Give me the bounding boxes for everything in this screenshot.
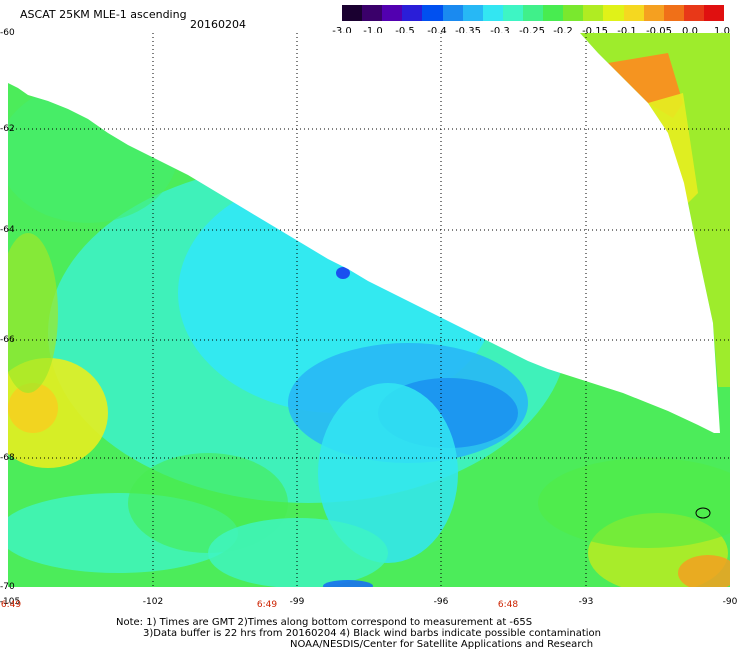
colorbar-swatch <box>643 5 664 21</box>
colorbar-tick-label: -0.25 <box>519 26 545 37</box>
x-tick-label: -90 <box>722 597 738 607</box>
ne-swath-yellow <box>648 93 698 203</box>
colorbar-swatch <box>703 5 725 21</box>
plot-title: ASCAT 25KM MLE-1 ascending <box>20 8 187 21</box>
colorbar-swatch <box>422 5 443 21</box>
y-tick-label: -64 <box>0 225 15 235</box>
colorbar-swatch <box>482 5 503 21</box>
data-patch <box>336 267 350 279</box>
y-tick-label: -60 <box>0 28 15 38</box>
colorbar-tick-label: -3.0 <box>332 26 352 37</box>
data-patch <box>8 233 58 393</box>
colorbar-swatch <box>543 5 564 21</box>
colorbar-swatch <box>583 5 604 21</box>
colorbar-tick-label: 0.0 <box>682 26 698 37</box>
colorbar-swatch <box>342 5 363 21</box>
x-tick-label: -102 <box>142 597 164 607</box>
colorbar-swatch <box>362 5 383 21</box>
colorbar-swatch <box>683 5 704 21</box>
colorbar-swatch <box>402 5 423 21</box>
data-patch <box>678 555 730 587</box>
note-line-2: 3)Data buffer is 22 hrs from 20160204 4)… <box>143 628 601 639</box>
colorbar-tick-label: -0.15 <box>582 26 608 37</box>
data-patch <box>318 383 458 563</box>
colorbar-tick-label: 1.0 <box>714 26 730 37</box>
colorbar-tick-label: -0.3 <box>490 26 510 37</box>
colorbar-swatch <box>502 5 523 21</box>
colorbar-tick-label: -0.1 <box>617 26 637 37</box>
x-tick-label: -99 <box>289 597 305 607</box>
colorbar-swatch <box>442 5 463 21</box>
note-line-3: NOAA/NESDIS/Center for Satellite Applica… <box>290 639 594 650</box>
time-label: 6:49 <box>256 600 278 610</box>
y-tick-label: -62 <box>0 124 15 134</box>
x-tick-label: -96 <box>433 597 449 607</box>
no-data-region <box>8 33 720 433</box>
colorbar-swatch <box>382 5 403 21</box>
colorbar-tick-label: -0.2 <box>553 26 573 37</box>
note-line-1: Note: 1) Times are GMT 2)Times along bot… <box>116 617 533 628</box>
y-tick-label: -70 <box>0 582 15 592</box>
colorbar-swatch <box>563 5 584 21</box>
colorbar-tick-label: -0.05 <box>646 26 672 37</box>
colorbar-tick-label: -0.35 <box>455 26 481 37</box>
time-label: 6:48 <box>497 600 519 610</box>
x-tick-label: -93 <box>578 597 594 607</box>
colorbar-swatch <box>522 5 544 21</box>
colorbar-swatch <box>663 5 684 21</box>
data-patch <box>208 518 388 587</box>
x-tick-label: -105 <box>0 597 21 607</box>
colorbar-tick-label: -0.4 <box>427 26 447 37</box>
y-tick-label: -66 <box>0 335 15 345</box>
colorbar-swatch <box>462 5 483 21</box>
ne-swath <box>580 33 730 387</box>
colorbar-swatch <box>603 5 624 21</box>
map-canvas <box>8 33 730 587</box>
plot-date: 20160204 <box>190 18 246 31</box>
time-label: 6:49 <box>0 600 22 610</box>
map-panel <box>8 33 730 587</box>
colorbar <box>342 5 725 21</box>
colorbar-tick-label: -1.0 <box>363 26 383 37</box>
data-patch <box>323 580 373 587</box>
data-patch <box>8 383 58 433</box>
colorbar-swatch <box>623 5 644 21</box>
colorbar-tick-label: -0.5 <box>395 26 415 37</box>
y-tick-label: -68 <box>0 453 15 463</box>
contour-ring <box>695 507 711 519</box>
